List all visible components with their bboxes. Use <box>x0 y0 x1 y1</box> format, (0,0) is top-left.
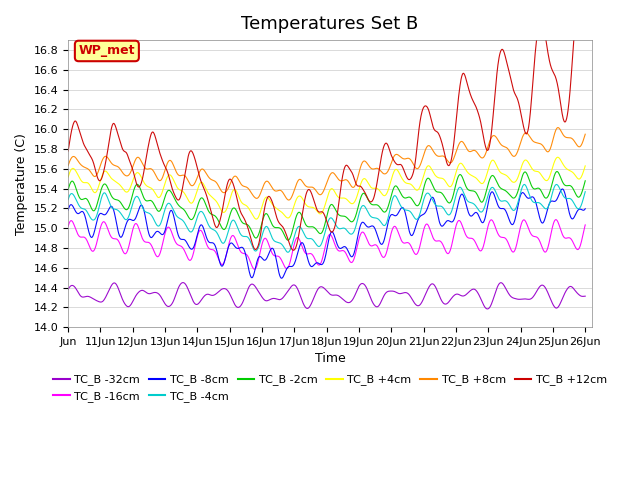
X-axis label: Time: Time <box>314 352 346 365</box>
Legend: TC_B -32cm, TC_B -16cm, TC_B -8cm, TC_B -4cm, TC_B -2cm, TC_B +4cm, TC_B +8cm, T: TC_B -32cm, TC_B -16cm, TC_B -8cm, TC_B … <box>49 370 611 406</box>
Text: WP_met: WP_met <box>79 45 135 58</box>
Title: Temperatures Set B: Temperatures Set B <box>241 15 419 33</box>
Y-axis label: Temperature (C): Temperature (C) <box>15 132 28 235</box>
